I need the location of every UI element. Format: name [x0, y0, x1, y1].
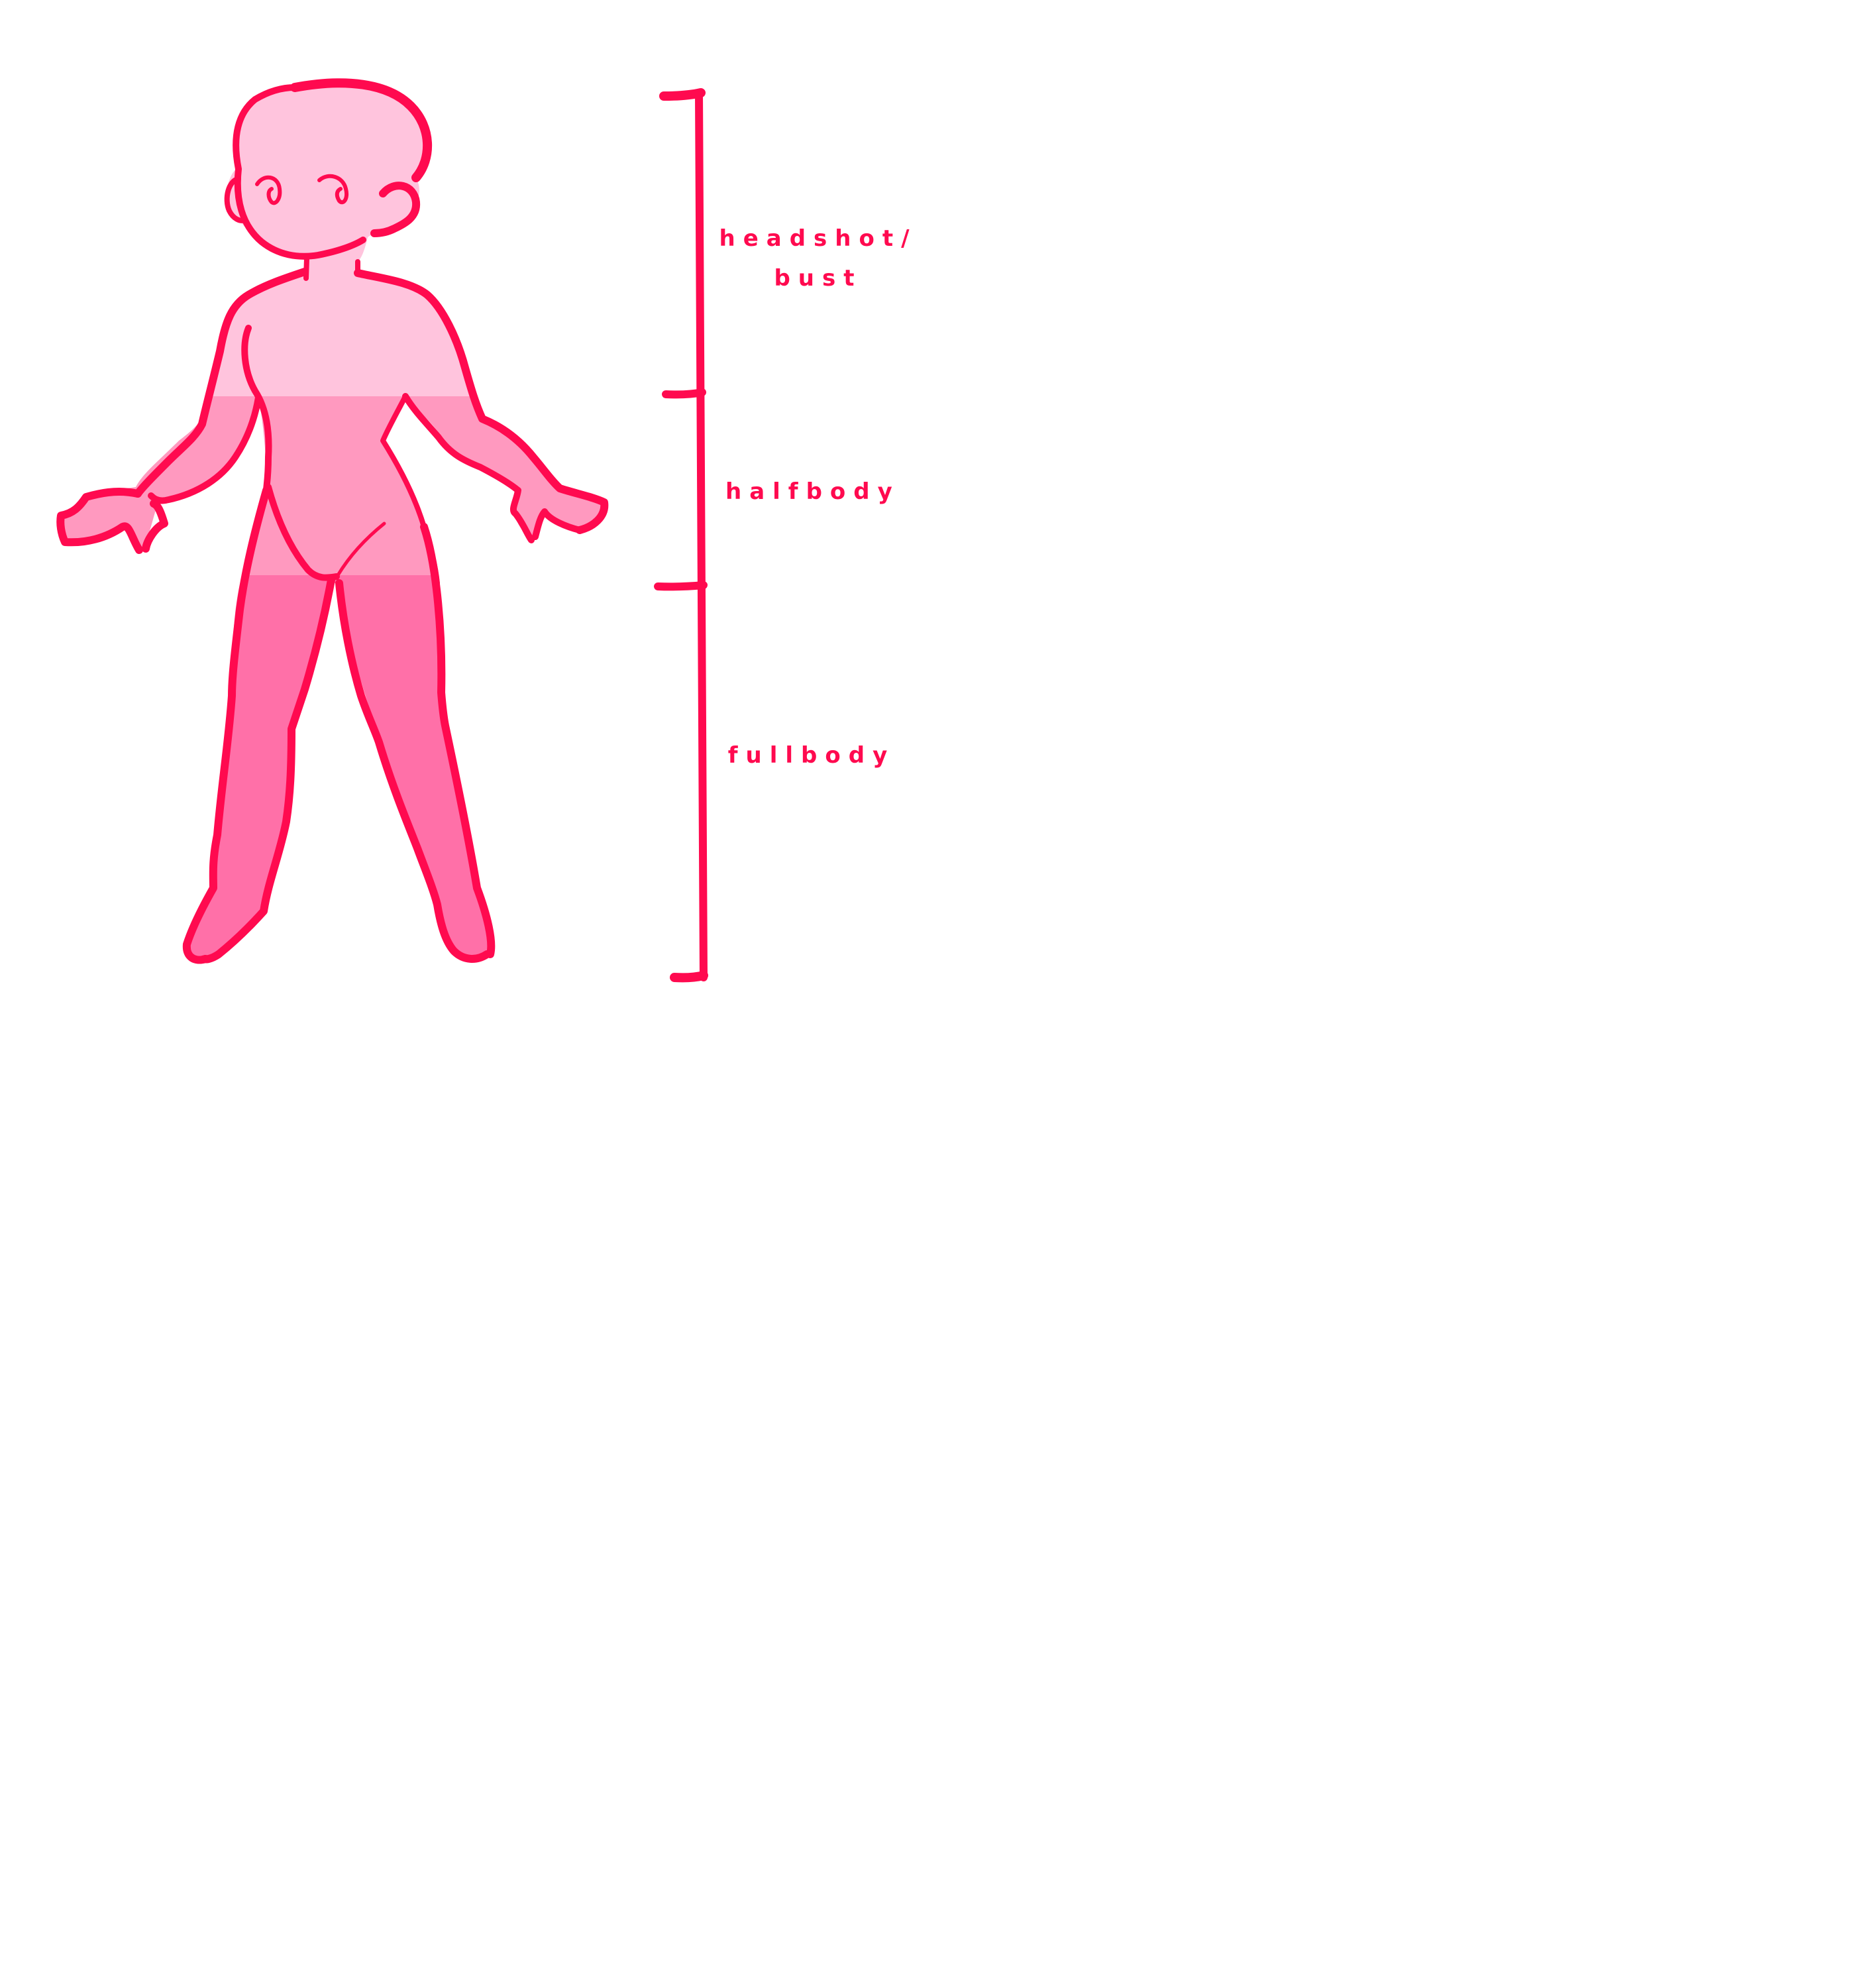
headshot-label-line-1: headshot/: [719, 225, 918, 252]
halfbody-label-text: halfbody: [725, 478, 900, 505]
left-torso: [241, 325, 272, 494]
left-hand: [56, 488, 168, 554]
left-hip: [265, 484, 340, 581]
halfbody-label: halfbody: [725, 472, 898, 512]
left-ear-outline: [224, 176, 248, 223]
right-ear-outline: [370, 182, 421, 237]
body-figure-diagram: [56, 78, 708, 983]
right-leg-outer: [420, 523, 496, 958]
fullbody-label-text: fullbody: [727, 742, 896, 769]
left-leg-outer: [182, 486, 270, 964]
headshot-label-line-2: bust: [774, 265, 863, 292]
fullbody-zone-fill: [60, 575, 606, 962]
body-fill-zones: [60, 83, 606, 962]
fullbody-label: fullbody: [725, 736, 898, 775]
scale-bracket: [654, 88, 708, 983]
head-outline-left: [233, 84, 366, 260]
bracket-vertical-line: [695, 89, 708, 981]
left-eye: [255, 175, 282, 205]
left-shoulder-arm: [134, 268, 309, 498]
crotch-line: [336, 522, 386, 577]
bracket-bottom-tick: [670, 971, 708, 983]
body-outline: [56, 78, 609, 964]
left-leg-inner: [201, 576, 335, 964]
right-inner-arm: [402, 393, 583, 543]
left-inner-arm: [148, 394, 262, 504]
bracket-halfbody-tick: [654, 581, 708, 591]
right-leg-inner: [335, 579, 491, 963]
headshot-bust-label: headshot/ bust: [719, 219, 918, 298]
headshot-zone-fill: [60, 83, 606, 396]
head-outline: [290, 78, 432, 182]
bracket-top-tick: [659, 88, 706, 101]
right-shoulder-arm: [354, 269, 609, 534]
bracket-headshot-tick: [662, 388, 706, 399]
right-eye: [317, 174, 348, 205]
